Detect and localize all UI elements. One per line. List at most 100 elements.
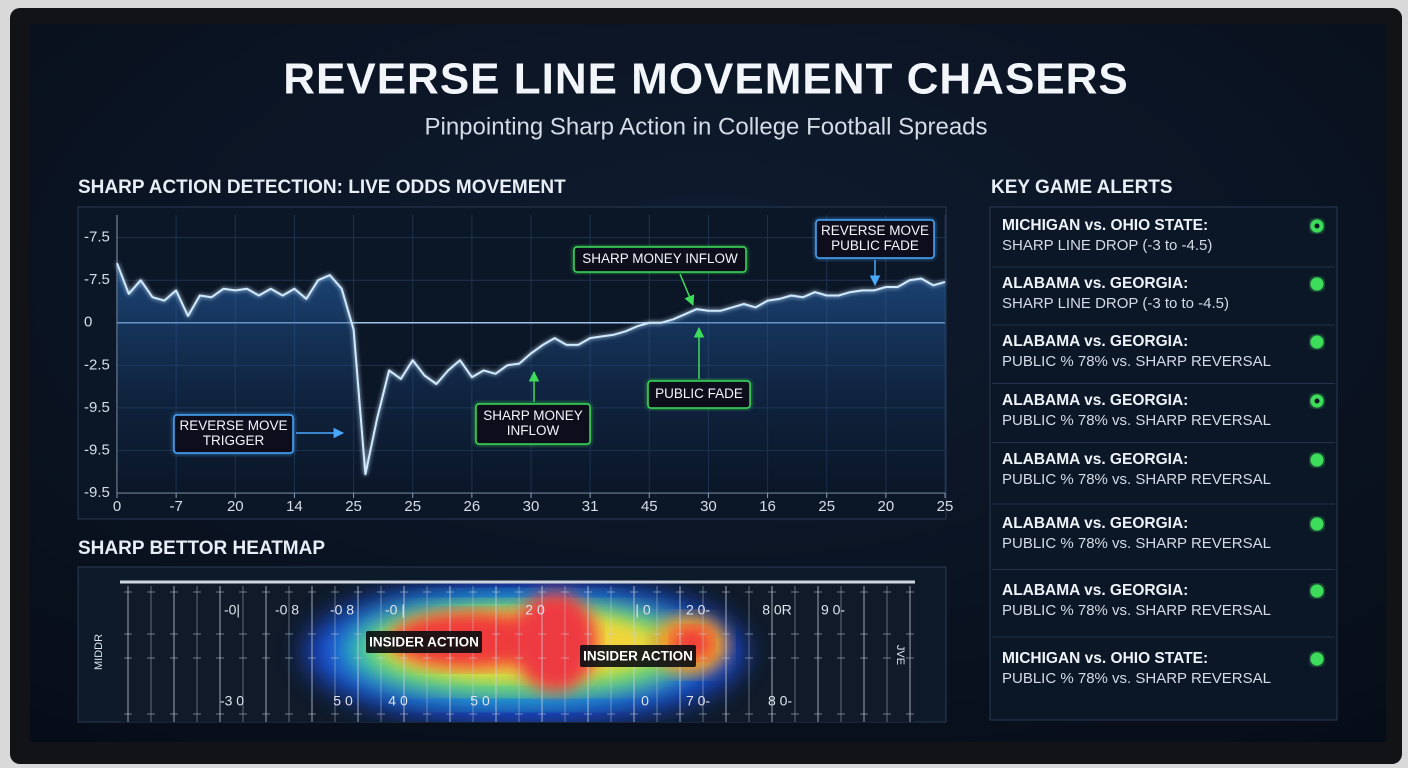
field-lines: -0| -0 8 -0 8 -0 | 2 0 | 0 2 0- 8 0R 9 0- -3 0 5 0… [93, 580, 915, 722]
heat-blobs [305, 582, 745, 722]
x-tick-label: 25 [345, 498, 362, 515]
alert-indicator [1310, 335, 1324, 349]
yard-number: | 0 [635, 602, 651, 618]
x-tick-label: 16 [759, 498, 776, 515]
alert-item[interactable]: ALABAMA vs. GEORGIA: SHARP LINE DROP (-3 … [1002, 275, 1324, 312]
yard-number: 5 0 [333, 693, 353, 709]
yard-number: 8 0R [762, 602, 792, 618]
annotation-box [173, 414, 294, 454]
annotation-text: REVERSE MOVE [821, 223, 929, 238]
y-tick-label: 0 [84, 314, 92, 331]
heatmap-title: SHARP BETTOR HEATMAP [78, 538, 325, 559]
y-tick-label: -2.5 [84, 356, 110, 373]
alert-detail: PUBLIC % 78% vs. SHARP REVERSAL [1002, 535, 1271, 552]
alert-game: MICHIGAN vs. OHIO STATE: [1002, 217, 1208, 234]
x-tick-label: 30 [523, 498, 540, 515]
alert-game: ALABAMA vs. GEORGIA: [1002, 275, 1188, 292]
yard-number: 5 0 [470, 693, 490, 709]
x-tick-label: 31 [582, 498, 599, 515]
yard-number: -0 8 [330, 602, 354, 618]
heat-blob [513, 592, 597, 692]
alert-item[interactable]: MICHIGAN vs. OHIO STATE: SHARP LINE DROP … [1002, 217, 1324, 254]
annotation-box [815, 219, 935, 259]
annotation-text: PUBLIC FADE [831, 238, 919, 253]
chart: -7.5-7.50-2.5-9.5-9.5-9.50 -7 20 14 25 25 26 30… [84, 215, 953, 515]
x-tick-label: 14 [286, 498, 303, 515]
x-tick-label: -7 [169, 498, 182, 515]
yard-number: 4 0 [388, 693, 408, 709]
alerts-title: KEY GAME ALERTS [991, 177, 1173, 198]
alert-detail: PUBLIC % 78% vs. SHARP REVERSAL [1002, 670, 1271, 687]
x-tick-label: 45 [641, 498, 658, 515]
yard-number: -0 8 [275, 602, 299, 618]
x-tick-label: 30 [700, 498, 717, 515]
x-tick-label: 25 [404, 498, 421, 515]
alerts-panel [989, 206, 1338, 721]
heat-label: INSIDER ACTION [369, 635, 479, 650]
annotation-text: SHARP MONEY [483, 408, 583, 423]
alert-detail: SHARP LINE DROP (-3 to -4.5) [1002, 237, 1212, 254]
alert-detail: PUBLIC % 78% vs. SHARP REVERSAL [1002, 353, 1271, 370]
heat-label: INSIDER ACTION [583, 649, 693, 664]
alert-detail: SHARP LINE DROP (-3 to to -4.5) [1002, 295, 1229, 312]
yard-number: 9 0- [821, 602, 845, 618]
annotation-text: TRIGGER [203, 433, 265, 448]
x-tick-label: 20 [227, 498, 244, 515]
page-title: REVERSE LINE MOVEMENT CHASERS [283, 55, 1129, 104]
annotation-box [475, 403, 591, 445]
y-tick-label: -9.5 [84, 441, 110, 458]
y-tick-label: -9.5 [84, 484, 110, 501]
alert-detail: PUBLIC % 78% vs. SHARP REVERSAL [1002, 412, 1271, 429]
line [116, 262, 946, 476]
x-tick-label: 26 [464, 498, 481, 515]
alert-detail: PUBLIC % 78% vs. SHARP REVERSAL [1002, 602, 1271, 619]
annotation-text: REVERSE MOVE [179, 418, 287, 433]
alert-indicator [1310, 453, 1324, 467]
alert-indicator-core [1314, 223, 1320, 229]
alert-indicator [1310, 517, 1324, 531]
alert-indicator [1310, 584, 1324, 598]
yard-number: 0 [641, 693, 649, 709]
alert-item[interactable]: MICHIGAN vs. OHIO STATE: PUBLIC % 78% vs.… [1002, 650, 1324, 687]
heat-label-box [580, 645, 696, 667]
y-tick-label: -7.5 [84, 271, 110, 288]
alert-item[interactable]: ALABAMA vs. GEORGIA: PUBLIC % 78% vs. SHA… [1002, 392, 1324, 429]
annotation-box [647, 380, 751, 409]
annotation-box [573, 246, 747, 273]
alert-game: ALABAMA vs. GEORGIA: [1002, 333, 1188, 350]
annotation-text: SHARP MONEY INFLOW [582, 251, 738, 266]
alert-game: ALABAMA vs. GEORGIA: [1002, 451, 1188, 468]
heat-label-box [366, 631, 482, 653]
yard-number: 7 0- [686, 693, 710, 709]
end-zone-label: MIDDR [93, 634, 105, 670]
end-zone-label: JVE [894, 645, 906, 665]
yard-number: 2 0- [686, 602, 710, 618]
x-tick-label: 20 [878, 498, 895, 515]
alert-indicator [1310, 652, 1324, 666]
yard-number: -3 0 [220, 693, 244, 709]
alert-item[interactable]: ALABAMA vs. GEORGIA: PUBLIC % 78% vs. SHA… [1002, 582, 1324, 619]
chart-title: SHARP ACTION DETECTION: LIVE ODDS MOVEME… [78, 177, 566, 198]
x-tick-label: 25 [818, 498, 835, 515]
page-subtitle: Pinpointing Sharp Action in College Foot… [424, 113, 987, 140]
yard-number: -0 | [385, 602, 405, 618]
annotation-arrow [679, 273, 695, 306]
alerts-list: MICHIGAN vs. OHIO STATE: SHARP LINE DROP … [992, 217, 1335, 687]
alert-item[interactable]: ALABAMA vs. GEORGIA: PUBLIC % 78% vs. SHA… [1002, 451, 1324, 488]
alert-indicator [1310, 277, 1324, 291]
yard-number: -0| [224, 602, 240, 618]
alert-game: ALABAMA vs. GEORGIA: [1002, 515, 1188, 532]
x-tick-label: 25 [937, 498, 954, 515]
alert-item[interactable]: ALABAMA vs. GEORGIA: PUBLIC % 78% vs. SHA… [1002, 515, 1324, 552]
alert-game: ALABAMA vs. GEORGIA: [1002, 582, 1188, 599]
x-tick-label: 0 [113, 498, 121, 515]
alert-game: MICHIGAN vs. OHIO STATE: [1002, 650, 1208, 667]
annotation-text: PUBLIC FADE [655, 386, 743, 401]
yard-number: 8 0- [768, 693, 792, 709]
alert-indicator-core [1314, 398, 1320, 404]
yard-number: 2 0 [525, 602, 545, 618]
annotation-text: INFLOW [507, 423, 560, 438]
alert-item[interactable]: ALABAMA vs. GEORGIA: PUBLIC % 78% vs. SHA… [1002, 333, 1324, 370]
alert-game: ALABAMA vs. GEORGIA: [1002, 392, 1188, 409]
